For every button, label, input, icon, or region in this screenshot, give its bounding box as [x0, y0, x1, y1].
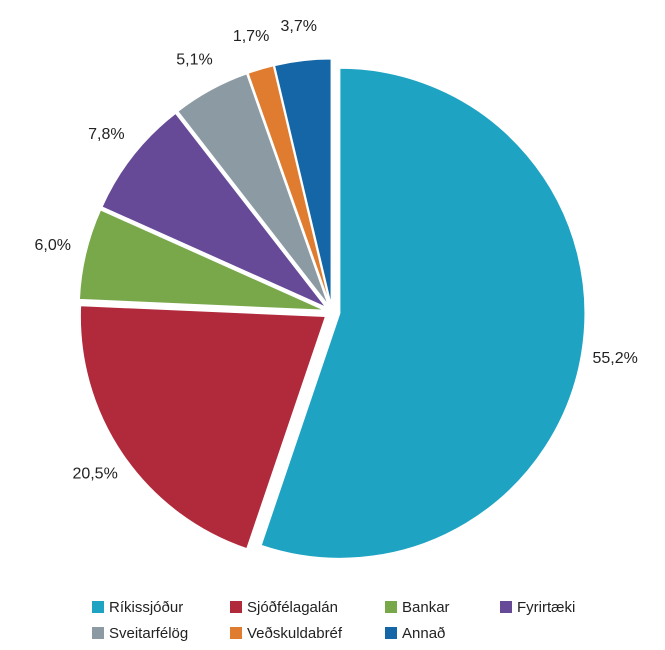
pie-slice	[79, 305, 327, 550]
legend-label: Ríkissjóður	[109, 599, 183, 616]
legend-swatch	[385, 601, 397, 613]
legend-label: Annað	[402, 625, 445, 642]
pie-slice	[260, 67, 586, 559]
pie-slice	[247, 65, 331, 305]
legend-swatch	[230, 627, 242, 639]
legend-swatch	[230, 601, 242, 613]
legend-swatch	[500, 601, 512, 613]
legend-swatch	[92, 601, 104, 613]
pie-slice	[274, 58, 332, 305]
data-label: 3,7%	[280, 18, 316, 35]
legend-label: Fyrirtæki	[517, 599, 575, 616]
legend-swatch	[92, 627, 104, 639]
data-label: 1,7%	[233, 28, 269, 45]
legend-label: Veðskuldabréf	[247, 625, 343, 642]
pie-slice	[101, 112, 327, 308]
data-label: 55,2%	[592, 350, 637, 367]
data-label: 5,1%	[176, 51, 212, 68]
data-label: 7,8%	[88, 126, 124, 143]
pie-slice	[177, 73, 329, 306]
legend-label: Bankar	[402, 599, 450, 616]
data-label: 6,0%	[34, 237, 70, 254]
pie-slice	[78, 209, 325, 311]
legend-label: Sjóðfélagalán	[247, 599, 338, 616]
data-label: 20,5%	[72, 465, 117, 482]
legend-swatch	[385, 627, 397, 639]
legend-label: Sveitarfélög	[109, 625, 188, 642]
